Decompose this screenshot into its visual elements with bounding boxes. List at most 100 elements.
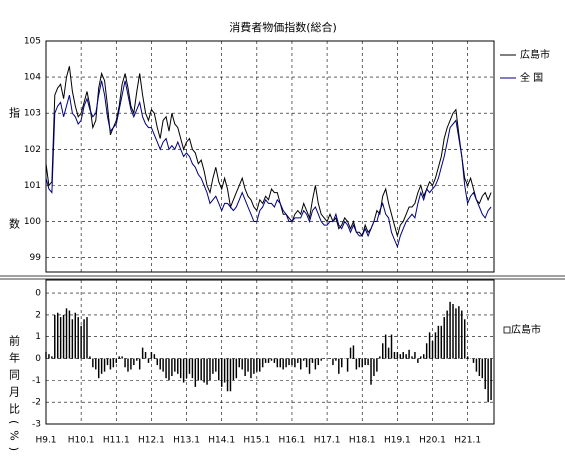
x-tick-label: H9.1 [35, 436, 56, 446]
bar [182, 358, 185, 383]
bar [364, 358, 366, 366]
bar [133, 358, 135, 366]
y-tick-label: -2 [32, 398, 41, 408]
bar [162, 358, 164, 372]
x-tick-label: H15.1 [243, 436, 270, 446]
bar [384, 334, 387, 359]
bar [408, 349, 410, 359]
bar [373, 358, 375, 376]
bar [463, 319, 466, 359]
bar [446, 310, 448, 359]
bar [461, 310, 463, 359]
bar [74, 312, 77, 359]
bar [320, 358, 322, 361]
bar [130, 358, 132, 370]
bar [443, 317, 445, 359]
bar [349, 347, 352, 359]
bar [291, 358, 293, 366]
bar [370, 358, 372, 385]
bar [267, 358, 270, 363]
bar [136, 358, 138, 361]
bar [223, 358, 226, 383]
bar [168, 358, 170, 381]
bar [247, 358, 249, 372]
bar [215, 358, 217, 372]
bar [396, 352, 399, 359]
bar [341, 358, 343, 368]
bar [83, 319, 85, 359]
bar [218, 358, 220, 381]
bar [358, 358, 361, 368]
bar [332, 358, 334, 366]
bar [452, 304, 454, 359]
plot-frame [45, 40, 495, 273]
y-tick-label: -3 [32, 420, 41, 430]
x-tick-label: H10.1 [68, 436, 95, 446]
x-tick-label: H11.1 [103, 436, 130, 446]
bar [97, 358, 100, 379]
x-tick-label: H17.1 [314, 436, 341, 446]
bar [311, 358, 314, 363]
bar [144, 352, 147, 359]
bar [475, 358, 478, 372]
legend-label: 全 国 [520, 71, 543, 84]
bar [390, 334, 393, 359]
bar [147, 358, 150, 363]
bar [308, 358, 311, 374]
bar [317, 358, 320, 366]
bar [455, 308, 457, 359]
bar [259, 358, 261, 372]
bar [300, 358, 302, 370]
bar [48, 354, 50, 359]
y-tick-label: 101 [24, 181, 41, 191]
bar [206, 358, 208, 385]
y-tick-label: -1 [32, 376, 41, 386]
bar [305, 358, 308, 368]
bar [59, 317, 62, 359]
bar [261, 358, 264, 368]
bar [188, 358, 191, 374]
bar [141, 347, 144, 359]
bar [238, 358, 240, 368]
bar [124, 358, 126, 368]
bar [54, 314, 56, 359]
bar [220, 358, 223, 387]
x-tick-label: H18.1 [349, 436, 376, 446]
bar [352, 345, 355, 359]
bar [203, 358, 205, 383]
y-axis-label: 前年同月比(%) [8, 334, 21, 456]
bar [376, 358, 378, 372]
bar [472, 358, 475, 363]
bar [159, 358, 161, 370]
bar [382, 343, 384, 359]
bar [118, 356, 120, 359]
bar [478, 358, 481, 376]
bar [127, 358, 129, 372]
bar [235, 358, 238, 379]
bar [288, 358, 290, 366]
bar [51, 356, 53, 359]
bar [256, 358, 258, 372]
bar [109, 358, 112, 370]
y-tick-label: 0 [35, 289, 41, 299]
bar [194, 358, 197, 387]
bar [264, 358, 267, 363]
bar [138, 358, 141, 370]
bar [440, 325, 443, 359]
bar [68, 310, 71, 359]
bar [65, 308, 68, 359]
bar [165, 358, 167, 379]
x-tick-label: H13.1 [173, 436, 200, 446]
bar [200, 358, 202, 381]
bar [185, 358, 188, 379]
bar [285, 358, 287, 368]
bar [92, 358, 94, 368]
bar [338, 358, 340, 374]
bar [86, 317, 88, 359]
bar [191, 358, 194, 379]
series-line [45, 66, 492, 238]
bar [346, 358, 349, 372]
bar [77, 317, 79, 359]
bar [241, 358, 243, 370]
